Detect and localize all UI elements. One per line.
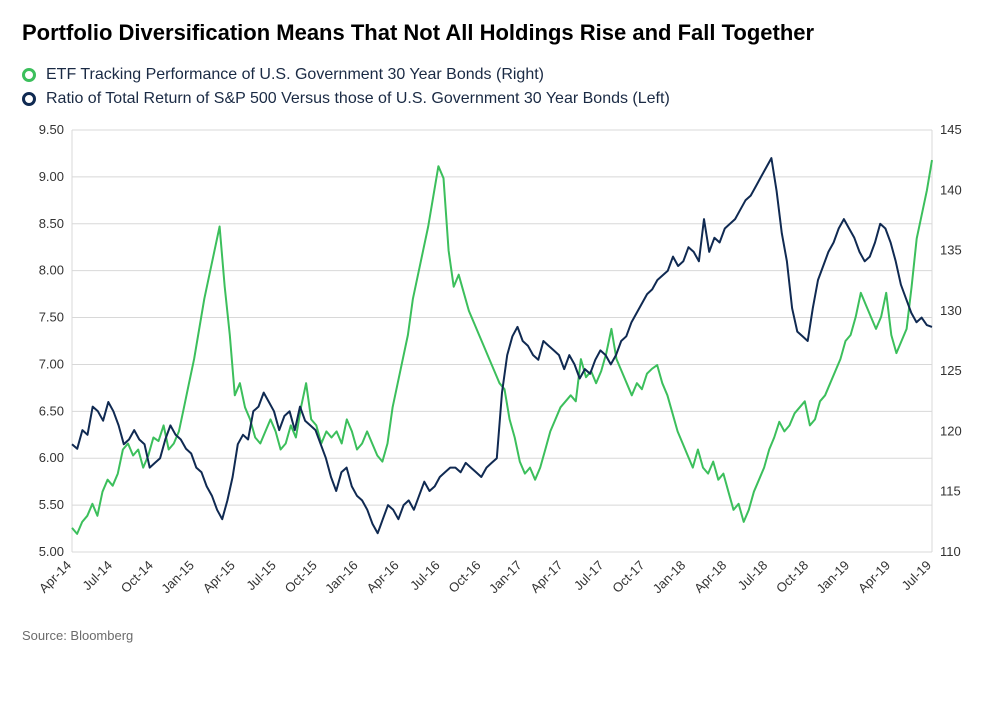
svg-text:Jan-19: Jan-19 bbox=[814, 558, 853, 597]
svg-text:Jan-17: Jan-17 bbox=[486, 558, 525, 597]
svg-text:Jul-15: Jul-15 bbox=[243, 558, 279, 594]
svg-text:Oct-15: Oct-15 bbox=[282, 558, 320, 596]
svg-text:Oct-18: Oct-18 bbox=[773, 558, 811, 596]
svg-text:Apr-18: Apr-18 bbox=[691, 558, 729, 596]
svg-text:130: 130 bbox=[940, 303, 962, 318]
svg-text:120: 120 bbox=[940, 423, 962, 438]
legend: ETF Tracking Performance of U.S. Governm… bbox=[22, 66, 978, 108]
svg-text:145: 145 bbox=[940, 122, 962, 137]
svg-text:Jul-18: Jul-18 bbox=[735, 558, 771, 594]
svg-text:135: 135 bbox=[940, 243, 962, 258]
svg-text:6.00: 6.00 bbox=[39, 450, 64, 465]
legend-marker-circle-icon bbox=[22, 92, 36, 106]
svg-text:Apr-19: Apr-19 bbox=[855, 558, 893, 596]
svg-text:Jul-16: Jul-16 bbox=[407, 558, 443, 594]
legend-label: Ratio of Total Return of S&P 500 Versus … bbox=[46, 90, 670, 108]
chart-title: Portfolio Diversification Means That Not… bbox=[22, 20, 978, 46]
chart-area: 5.00 5.50 6.00 6.50 7.00 7.50 8.00 8.50 9.00 9.50… bbox=[22, 120, 978, 620]
chart-source: Source: Bloomberg bbox=[22, 628, 978, 643]
svg-text:8.50: 8.50 bbox=[39, 216, 64, 231]
svg-text:140: 140 bbox=[940, 182, 962, 197]
svg-text:7.50: 7.50 bbox=[39, 310, 64, 325]
svg-text:125: 125 bbox=[940, 363, 962, 378]
svg-text:Jul-14: Jul-14 bbox=[79, 558, 115, 594]
svg-text:Jan-15: Jan-15 bbox=[158, 558, 197, 597]
svg-text:5.00: 5.00 bbox=[39, 544, 64, 559]
svg-text:Jul-19: Jul-19 bbox=[898, 558, 934, 594]
svg-text:Oct-14: Oct-14 bbox=[118, 558, 156, 596]
legend-item-etf: ETF Tracking Performance of U.S. Governm… bbox=[22, 66, 978, 84]
legend-label: ETF Tracking Performance of U.S. Governm… bbox=[46, 66, 544, 84]
svg-text:9.50: 9.50 bbox=[39, 122, 64, 137]
svg-text:6.50: 6.50 bbox=[39, 403, 64, 418]
svg-text:Jan-16: Jan-16 bbox=[322, 558, 361, 597]
svg-text:8.00: 8.00 bbox=[39, 263, 64, 278]
svg-text:5.50: 5.50 bbox=[39, 497, 64, 512]
legend-item-ratio: Ratio of Total Return of S&P 500 Versus … bbox=[22, 90, 978, 108]
svg-text:Apr-15: Apr-15 bbox=[200, 558, 238, 596]
svg-text:Apr-17: Apr-17 bbox=[527, 558, 565, 596]
svg-text:9.00: 9.00 bbox=[39, 169, 64, 184]
svg-text:110: 110 bbox=[940, 544, 961, 559]
svg-text:Apr-16: Apr-16 bbox=[364, 558, 402, 596]
svg-text:Jul-17: Jul-17 bbox=[571, 558, 607, 594]
svg-text:Apr-14: Apr-14 bbox=[36, 558, 74, 596]
line-chart-svg: 5.00 5.50 6.00 6.50 7.00 7.50 8.00 8.50 9.00 9.50… bbox=[22, 120, 978, 620]
svg-text:Oct-17: Oct-17 bbox=[609, 558, 647, 596]
svg-text:Oct-16: Oct-16 bbox=[445, 558, 483, 596]
svg-text:7.00: 7.00 bbox=[39, 356, 64, 371]
svg-text:115: 115 bbox=[940, 484, 961, 499]
svg-text:Jan-18: Jan-18 bbox=[650, 558, 689, 597]
legend-marker-circle-icon bbox=[22, 68, 36, 82]
